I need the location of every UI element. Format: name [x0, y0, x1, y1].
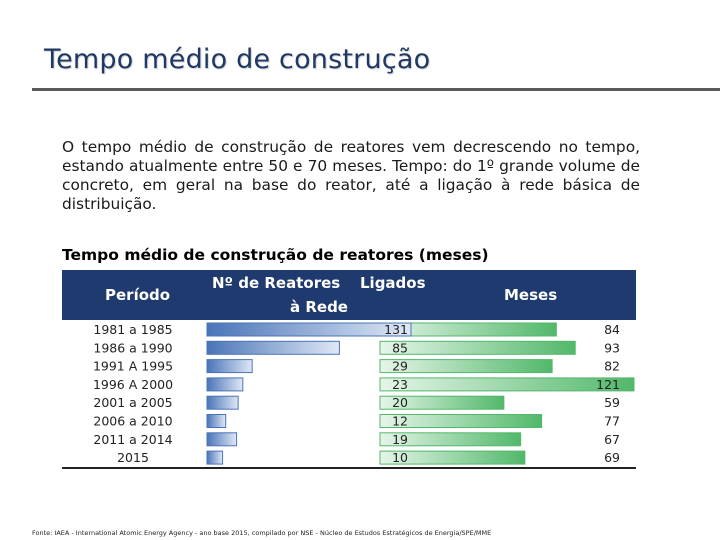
reactor-value-label: 19 [392, 432, 408, 447]
title-divider [32, 88, 720, 91]
period-label: 2001 a 2005 [93, 395, 172, 410]
chart-title: Tempo médio de construção de reatores (m… [62, 246, 489, 264]
months-value-label: 93 [604, 340, 620, 355]
period-label: 2011 a 2014 [93, 432, 172, 447]
header-rede: à Rede [290, 298, 348, 316]
reactor-value-label: 23 [392, 377, 408, 392]
reactor-value-label: 85 [392, 340, 408, 355]
table-bottom-rule [62, 467, 636, 469]
months-bar [379, 377, 635, 392]
reactor-value-label: 12 [392, 414, 408, 429]
months-value-label: 59 [604, 395, 620, 410]
months-value-label: 77 [604, 414, 620, 429]
reactor-bar [206, 340, 340, 355]
months-bar [379, 359, 553, 374]
intro-paragraph: O tempo médio de construção de reatores … [62, 138, 640, 213]
months-value-label: 82 [604, 359, 620, 374]
months-value-label: 67 [604, 432, 620, 447]
months-bar [379, 432, 522, 447]
months-bar [379, 414, 543, 428]
reactor-bar [206, 432, 238, 447]
reactor-value-label: 10 [392, 450, 408, 465]
reactor-bar [206, 414, 227, 428]
header-ligados: Ligados [360, 274, 426, 292]
reactor-bar [206, 395, 239, 410]
reactor-value-label: 131 [384, 322, 408, 337]
months-value-label: 121 [596, 377, 620, 392]
source-note: Fonte: IAEA - International Atomic Energ… [32, 529, 492, 537]
reactor-bar [206, 377, 244, 392]
header-periodo: Período [105, 286, 171, 304]
period-label: 1991 A 1995 [93, 359, 173, 374]
reactor-bar [206, 322, 412, 337]
months-value-label: 84 [604, 322, 620, 337]
reactor-bar [206, 359, 253, 374]
header-meses: Meses [504, 286, 558, 304]
reactor-value-label: 29 [392, 359, 408, 374]
table-header: Período Nº de Reatores à Rede Ligados Me… [62, 270, 636, 320]
period-label: 1986 a 1990 [93, 340, 172, 355]
reactor-bar [206, 450, 224, 465]
slide-title: Tempo médio de construção [44, 44, 431, 75]
reactor-value-label: 20 [392, 395, 408, 410]
months-value-label: 69 [604, 450, 620, 465]
period-label: 2015 [117, 450, 149, 465]
header-reatores: Nº de Reatores [212, 274, 341, 292]
period-label: 2006 a 2010 [93, 414, 172, 429]
period-label: 1981 a 1985 [93, 322, 172, 337]
months-bar [379, 340, 576, 355]
months-bar [379, 450, 526, 465]
period-label: 1996 A 2000 [93, 377, 173, 392]
months-bar [379, 395, 505, 410]
